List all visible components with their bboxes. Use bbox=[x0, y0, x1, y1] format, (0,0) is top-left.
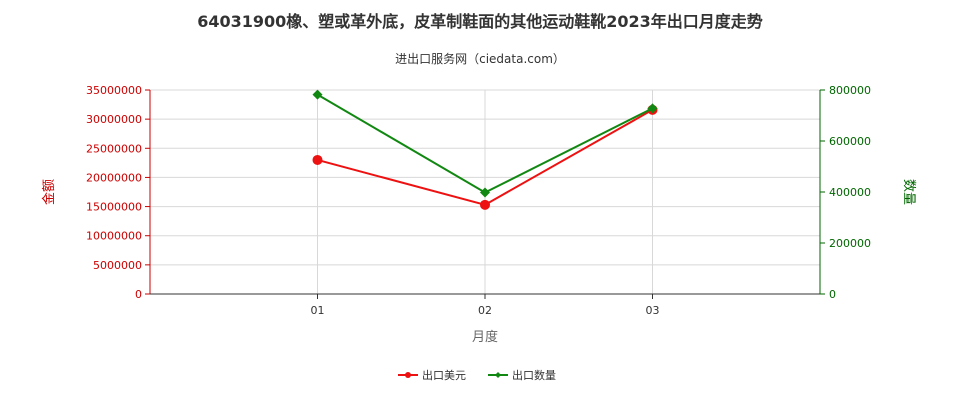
left-tick-label: 15000000 bbox=[86, 201, 142, 214]
right-tick-label: 200000 bbox=[829, 237, 871, 250]
legend-label-2: 出口数量 bbox=[512, 368, 556, 382]
right-tick-label: 400000 bbox=[829, 186, 871, 199]
x-tick-label: 02 bbox=[478, 304, 492, 317]
left-tick-label: 30000000 bbox=[86, 113, 142, 126]
axes bbox=[145, 89, 825, 299]
data-point-2 bbox=[480, 187, 490, 198]
right-tick-label: 800000 bbox=[829, 84, 871, 97]
right-tick-label: 600000 bbox=[829, 135, 871, 148]
legend-marker-1 bbox=[405, 372, 411, 378]
left-tick-label: 20000000 bbox=[86, 171, 142, 184]
series-layer bbox=[312, 89, 658, 210]
data-point-2 bbox=[647, 103, 658, 114]
right-axis-label: 数量 bbox=[901, 179, 916, 205]
left-tick-label: 35000000 bbox=[86, 84, 142, 97]
x-axis-label: 月度 bbox=[472, 329, 498, 345]
left-tick-label: 0 bbox=[135, 288, 142, 301]
left-tick-label: 10000000 bbox=[86, 230, 142, 243]
right-tick-label: 0 bbox=[829, 288, 836, 301]
left-tick-label: 5000000 bbox=[93, 259, 142, 272]
tick-labels: 0 5000000 10000000 15000000 20000000 25000000… bbox=[86, 84, 871, 317]
x-tick-label: 01 bbox=[311, 304, 325, 317]
chart-title: 64031900橡、塑或革外底，皮革制鞋面的其他运动鞋靴2023年出口月度走势 bbox=[197, 12, 763, 31]
legend-marker-2 bbox=[495, 372, 501, 378]
legend-label-1: 出口美元 bbox=[422, 368, 466, 382]
data-point-1 bbox=[312, 154, 323, 165]
x-tick-label: 03 bbox=[646, 304, 660, 317]
left-axis-label: 金额 bbox=[41, 179, 57, 205]
data-point-2 bbox=[312, 89, 323, 100]
left-tick-label: 25000000 bbox=[86, 142, 142, 155]
legend: 出口美元 出口数量 bbox=[398, 368, 556, 382]
chart-subtitle: 进出口服务网（ciedata.com） bbox=[395, 52, 565, 66]
data-point-1 bbox=[480, 199, 490, 210]
